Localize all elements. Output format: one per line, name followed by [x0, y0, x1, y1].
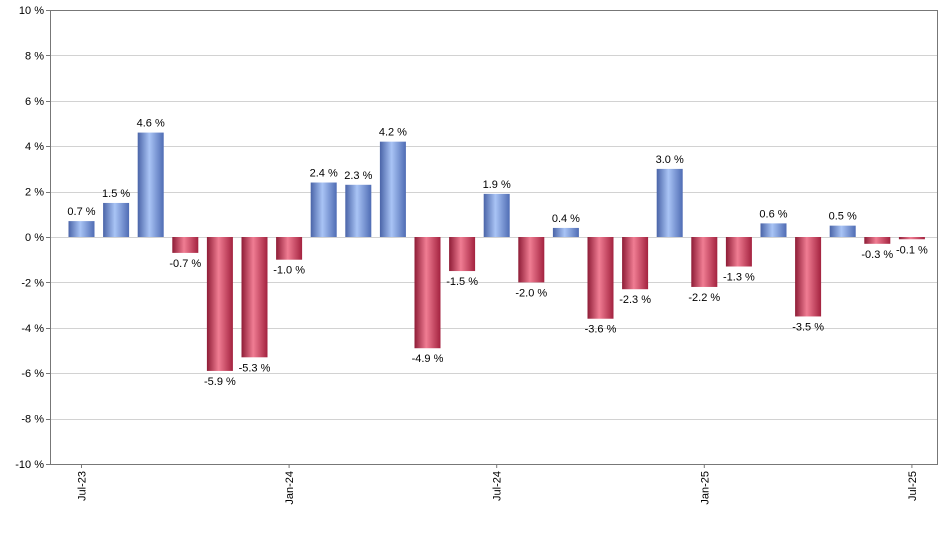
bar [483, 193, 510, 237]
y-tick-label: -2 % [21, 277, 44, 289]
data-label: 0.5 % [829, 211, 857, 223]
y-tick-label: 4 % [25, 141, 44, 153]
bar [760, 223, 787, 237]
data-label: 0.4 % [552, 213, 580, 225]
data-label: 0.7 % [67, 206, 95, 218]
data-label: 4.6 % [137, 118, 165, 130]
bar [68, 221, 95, 237]
data-label: 1.9 % [483, 179, 511, 191]
x-tick-label: Jul-25 [907, 471, 919, 501]
data-label: -4.9 % [412, 353, 444, 365]
x-tick-label: Jul-23 [77, 471, 89, 501]
bar [691, 237, 718, 287]
bar [449, 237, 476, 272]
bar [345, 184, 372, 237]
bar [622, 237, 649, 290]
data-label: 4.2 % [379, 127, 407, 139]
bar [310, 182, 337, 237]
bar [552, 227, 579, 237]
data-label: -5.3 % [239, 362, 271, 374]
y-tick-label: 2 % [25, 187, 44, 199]
y-tick-label: 0 % [25, 232, 44, 244]
data-label: -3.5 % [792, 321, 824, 333]
bar [103, 202, 130, 237]
bar [518, 237, 545, 283]
bar [864, 237, 891, 244]
data-label: -3.6 % [585, 324, 617, 336]
data-label: -2.3 % [619, 294, 651, 306]
y-tick-label: -8 % [21, 414, 44, 426]
bar [206, 237, 233, 371]
y-tick-label: 10 % [19, 5, 44, 17]
x-axis: Jul-23 Jan-24 Jul-24 Jan-25 Jul-25 [77, 464, 919, 505]
data-label: -5.9 % [204, 376, 236, 388]
data-label: -1.3 % [723, 272, 755, 284]
y-tick-label: 8 % [25, 50, 44, 62]
data-label: -0.1 % [896, 244, 928, 256]
bar [137, 132, 164, 237]
bar [795, 237, 822, 317]
bar [898, 237, 925, 240]
bar [379, 141, 406, 237]
plot-frame [50, 10, 938, 465]
bar [656, 168, 683, 237]
data-label: -1.0 % [273, 265, 305, 277]
y-tick-label: -6 % [21, 368, 44, 380]
data-label: 0.6 % [759, 208, 787, 220]
data-labels: 0.7 % 1.5 % 4.6 % -0.7 % -5.9 %-5.3 % -1.0 % 2… [67, 118, 928, 388]
y-tick-label: 6 % [25, 96, 44, 108]
y-axis: 10 % 8 % 6 % 4 % 2 % 0 % -2 % -4 % -6 % -8 % -10 % [15, 5, 50, 471]
data-label: -0.7 % [169, 258, 201, 270]
bar [829, 225, 856, 237]
data-label: 2.4 % [310, 168, 338, 180]
x-tick-label: Jul-24 [492, 471, 504, 501]
bar [587, 237, 614, 319]
bar [725, 237, 752, 267]
data-label: 3.0 % [656, 154, 684, 166]
data-label: -0.3 % [861, 249, 893, 261]
x-tick-label: Jan-25 [699, 471, 711, 505]
data-label: 2.3 % [344, 170, 372, 182]
bar [276, 237, 303, 260]
y-tick-label: -10 % [15, 459, 44, 471]
data-label: 1.5 % [102, 188, 130, 200]
bar [414, 237, 441, 349]
bar [241, 237, 268, 358]
data-label: -1.5 % [446, 276, 478, 288]
x-tick-label: Jan-24 [284, 471, 296, 505]
data-label: -2.0 % [515, 287, 547, 299]
y-tick-label: -4 % [21, 323, 44, 335]
bar [172, 237, 199, 253]
data-label: -2.2 % [688, 292, 720, 304]
bar-series [68, 132, 925, 371]
